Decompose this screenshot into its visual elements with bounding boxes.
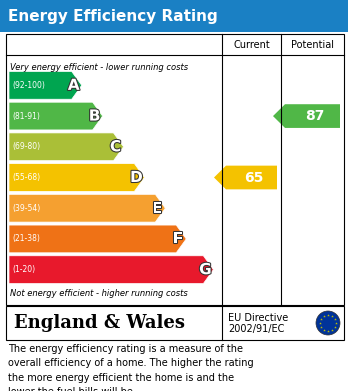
Text: EU Directive: EU Directive — [228, 313, 288, 323]
Polygon shape — [9, 72, 82, 99]
Polygon shape — [214, 166, 277, 189]
Text: (1-20): (1-20) — [12, 265, 35, 274]
Text: Energy Efficiency Rating: Energy Efficiency Rating — [8, 9, 218, 23]
Text: England & Wales: England & Wales — [14, 314, 185, 332]
Text: 2002/91/EC: 2002/91/EC — [228, 324, 284, 334]
Polygon shape — [9, 225, 186, 253]
Text: 87: 87 — [305, 109, 324, 123]
Text: Very energy efficient - lower running costs: Very energy efficient - lower running co… — [10, 63, 188, 72]
Bar — [6, 306, 344, 340]
Text: D: D — [130, 170, 143, 185]
Text: Potential: Potential — [291, 39, 334, 50]
Bar — [0, 0, 348, 32]
Text: Current: Current — [233, 39, 270, 50]
Polygon shape — [273, 104, 340, 128]
Text: (69-80): (69-80) — [12, 142, 40, 151]
Text: E: E — [152, 201, 163, 216]
Text: (81-91): (81-91) — [12, 111, 40, 120]
Polygon shape — [9, 102, 103, 130]
Text: 65: 65 — [244, 170, 263, 185]
Text: G: G — [199, 262, 212, 277]
Polygon shape — [9, 194, 165, 222]
Text: B: B — [89, 109, 101, 124]
Circle shape — [316, 311, 340, 335]
Polygon shape — [9, 133, 124, 161]
Text: (55-68): (55-68) — [12, 173, 40, 182]
Text: (39-54): (39-54) — [12, 204, 40, 213]
Text: F: F — [173, 231, 183, 246]
Text: A: A — [68, 78, 80, 93]
Text: Not energy efficient - higher running costs: Not energy efficient - higher running co… — [10, 289, 188, 298]
Bar — [6, 34, 344, 305]
Polygon shape — [9, 256, 213, 283]
Text: C: C — [110, 139, 121, 154]
Text: (92-100): (92-100) — [12, 81, 45, 90]
Text: (21-38): (21-38) — [12, 235, 40, 244]
Text: The energy efficiency rating is a measure of the
overall efficiency of a home. T: The energy efficiency rating is a measur… — [8, 344, 254, 391]
Polygon shape — [9, 164, 144, 191]
